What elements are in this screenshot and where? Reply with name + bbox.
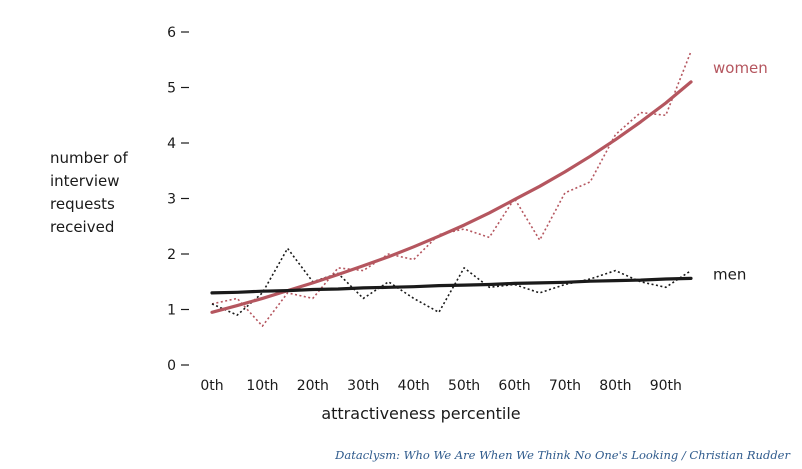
series-label-women: women [713, 59, 768, 77]
y-axis-label-line: number of [50, 149, 128, 167]
x-tick-label: 30th [347, 378, 379, 394]
raw-line-women [211, 51, 692, 327]
raw-line-men [211, 247, 692, 316]
y-axis-label: number of interview requests received [50, 147, 160, 239]
x-tick-label: 70th [549, 378, 581, 394]
source-credit: Dataclysm: Who We Are When We Think No O… [335, 448, 790, 462]
x-tick-label: 20th [297, 378, 329, 394]
y-axis-label-line: requests [50, 195, 115, 213]
raw-series-lines [211, 51, 692, 327]
y-tick-label: 6 [167, 25, 176, 41]
y-tick-label: 3 [167, 192, 176, 208]
x-tick-label: 40th [398, 378, 430, 394]
y-tick-label: 1 [167, 303, 176, 319]
x-tick-label: 60th [498, 378, 530, 394]
y-tick-label: 5 [167, 81, 176, 97]
x-tick-label: 50th [448, 378, 480, 394]
series-labels: women men [713, 59, 768, 283]
x-axis-ticks: 0th 10th 20th 30th 40th 50th 60th 70th 80th 90th [200, 378, 682, 394]
y-tick-label: 2 [167, 247, 176, 263]
x-axis-label: attractiveness percentile [321, 404, 521, 423]
y-axis-label-line: received [50, 218, 115, 236]
y-tick-label: 0 [167, 358, 176, 374]
x-tick-label: 80th [599, 378, 631, 394]
series-label-men: men [713, 265, 746, 283]
x-tick-label: 90th [650, 378, 682, 394]
y-axis-ticks: 0 1 2 3 4 5 6 [167, 25, 189, 374]
trend-line-men [210, 276, 693, 295]
x-tick-label: 10th [246, 378, 278, 394]
y-axis-label-line: interview [50, 172, 120, 190]
y-tick-label: 4 [167, 136, 176, 152]
x-tick-label: 0th [200, 378, 223, 394]
trend-lines [210, 80, 693, 314]
trend-line-women [210, 80, 693, 314]
